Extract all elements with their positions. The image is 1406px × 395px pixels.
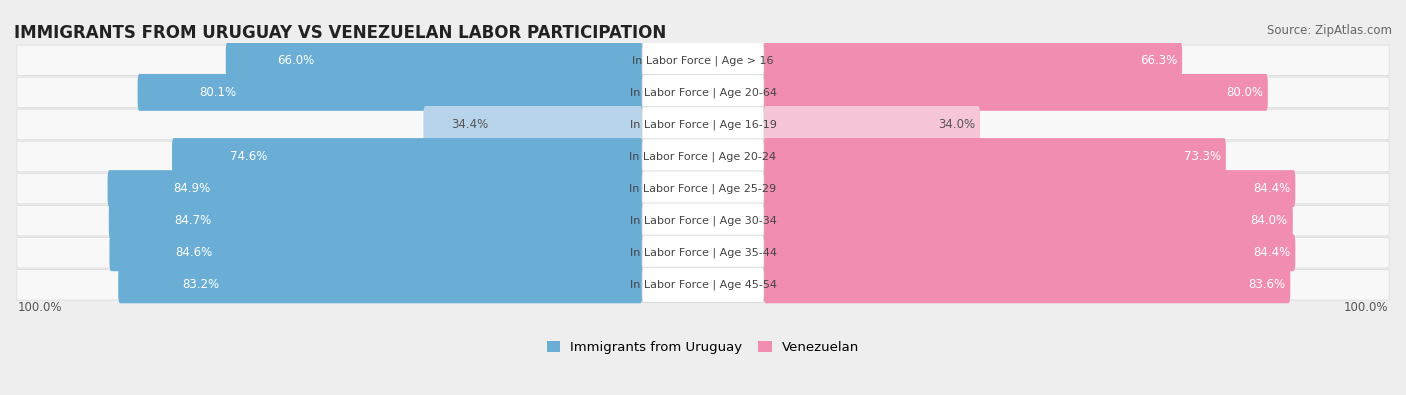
FancyBboxPatch shape	[118, 266, 643, 303]
Text: In Labor Force | Age 25-29: In Labor Force | Age 25-29	[630, 183, 776, 194]
FancyBboxPatch shape	[17, 173, 1389, 204]
FancyBboxPatch shape	[17, 141, 1389, 172]
Text: IMMIGRANTS FROM URUGUAY VS VENEZUELAN LABOR PARTICIPATION: IMMIGRANTS FROM URUGUAY VS VENEZUELAN LA…	[14, 24, 666, 42]
FancyBboxPatch shape	[17, 237, 1389, 268]
FancyBboxPatch shape	[763, 170, 1295, 207]
Text: In Labor Force | Age 30-34: In Labor Force | Age 30-34	[630, 215, 776, 226]
FancyBboxPatch shape	[423, 106, 643, 143]
FancyBboxPatch shape	[763, 74, 1268, 111]
FancyBboxPatch shape	[17, 205, 1389, 236]
Text: 80.0%: 80.0%	[1226, 86, 1263, 99]
FancyBboxPatch shape	[763, 202, 1292, 239]
Text: In Labor Force | Age > 16: In Labor Force | Age > 16	[633, 55, 773, 66]
FancyBboxPatch shape	[763, 42, 1182, 79]
Text: 84.4%: 84.4%	[1253, 182, 1291, 195]
Text: In Labor Force | Age 20-64: In Labor Force | Age 20-64	[630, 87, 776, 98]
FancyBboxPatch shape	[643, 267, 763, 303]
Text: 100.0%: 100.0%	[18, 301, 63, 314]
FancyBboxPatch shape	[17, 77, 1389, 107]
Text: 84.6%: 84.6%	[174, 246, 212, 259]
Legend: Immigrants from Uruguay, Venezuelan: Immigrants from Uruguay, Venezuelan	[547, 341, 859, 354]
FancyBboxPatch shape	[643, 75, 763, 110]
FancyBboxPatch shape	[17, 270, 1389, 300]
FancyBboxPatch shape	[643, 43, 763, 78]
FancyBboxPatch shape	[110, 234, 643, 271]
FancyBboxPatch shape	[643, 139, 763, 174]
Text: 80.1%: 80.1%	[200, 86, 236, 99]
Text: 34.4%: 34.4%	[451, 118, 488, 131]
Text: In Labor Force | Age 20-24: In Labor Force | Age 20-24	[630, 151, 776, 162]
Text: 66.3%: 66.3%	[1140, 54, 1177, 67]
Text: 84.7%: 84.7%	[174, 214, 211, 227]
Text: 74.6%: 74.6%	[229, 150, 267, 163]
Text: In Labor Force | Age 45-54: In Labor Force | Age 45-54	[630, 280, 776, 290]
Text: 84.9%: 84.9%	[173, 182, 211, 195]
Text: In Labor Force | Age 16-19: In Labor Force | Age 16-19	[630, 119, 776, 130]
FancyBboxPatch shape	[138, 74, 643, 111]
Text: 83.2%: 83.2%	[183, 278, 219, 292]
Text: 66.0%: 66.0%	[277, 54, 315, 67]
FancyBboxPatch shape	[643, 171, 763, 206]
FancyBboxPatch shape	[643, 107, 763, 142]
FancyBboxPatch shape	[226, 42, 643, 79]
Text: 83.6%: 83.6%	[1249, 278, 1285, 292]
Text: In Labor Force | Age 35-44: In Labor Force | Age 35-44	[630, 248, 776, 258]
Text: 84.0%: 84.0%	[1251, 214, 1288, 227]
Text: 84.4%: 84.4%	[1253, 246, 1291, 259]
FancyBboxPatch shape	[108, 202, 643, 239]
FancyBboxPatch shape	[172, 138, 643, 175]
FancyBboxPatch shape	[763, 234, 1295, 271]
Text: 34.0%: 34.0%	[938, 118, 976, 131]
FancyBboxPatch shape	[763, 266, 1291, 303]
FancyBboxPatch shape	[17, 45, 1389, 75]
FancyBboxPatch shape	[763, 138, 1226, 175]
Text: 100.0%: 100.0%	[1343, 301, 1388, 314]
Text: 73.3%: 73.3%	[1184, 150, 1220, 163]
Text: Source: ZipAtlas.com: Source: ZipAtlas.com	[1267, 24, 1392, 37]
FancyBboxPatch shape	[17, 109, 1389, 140]
FancyBboxPatch shape	[643, 203, 763, 238]
FancyBboxPatch shape	[643, 235, 763, 271]
FancyBboxPatch shape	[763, 106, 980, 143]
FancyBboxPatch shape	[108, 170, 643, 207]
